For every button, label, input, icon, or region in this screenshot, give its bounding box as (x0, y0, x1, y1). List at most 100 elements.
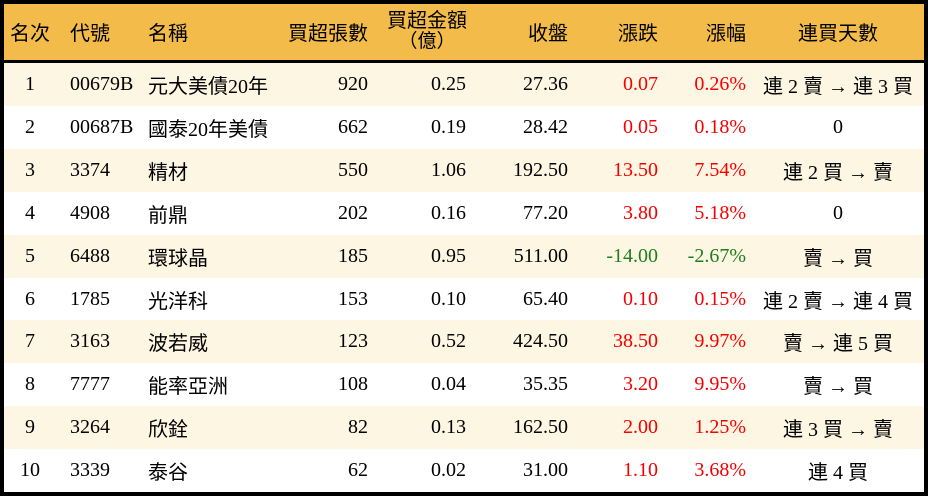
cell-change-pct: 9.97% (694, 330, 746, 353)
col-header-streak: 連買天數 (752, 4, 924, 63)
cell-amount: 0.95 (431, 244, 466, 267)
cell-amount: 1.06 (431, 158, 466, 181)
cell-close: 65.40 (523, 287, 568, 310)
cell-streak: 賣 → 連 5 買 (783, 333, 893, 356)
cell-code: 1785 (70, 287, 110, 310)
cell-change-pct: 0.26% (694, 72, 746, 95)
table-row: 4 4908 前鼎 202 0.16 77.20 3.80 5.18% 0 (4, 191, 924, 235)
cell-change-pct: -2.67% (687, 244, 746, 267)
cell-volume: 82 (348, 416, 368, 439)
table-row: 6 1785 光洋科 153 0.10 65.40 0.10 0.15% 連 2… (4, 277, 924, 321)
cell-code: 7777 (70, 373, 110, 396)
col-header-rank: 名次 (4, 4, 56, 63)
cell-rank: 1 (25, 72, 35, 95)
cell-rank: 10 (20, 459, 40, 482)
cell-code: 3339 (70, 459, 110, 482)
cell-close: 192.50 (513, 158, 568, 181)
cell-volume: 62 (348, 459, 368, 482)
cell-change: 0.07 (623, 72, 658, 95)
cell-close: 31.00 (523, 459, 568, 482)
cell-volume: 108 (338, 373, 368, 396)
table-body: 1 00679B 元大美債20年 920 0.25 27.36 0.07 0.2… (4, 61, 924, 492)
col-header-amount: 買超金額 （億） (378, 4, 476, 63)
cell-name: 國泰20年美債 (148, 119, 268, 142)
cell-streak: 連 2 買 → 賣 (783, 161, 893, 184)
cell-code: 6488 (70, 244, 110, 267)
cell-change-pct: 9.95% (694, 373, 746, 396)
col-header-close: 收盤 (476, 4, 574, 63)
cell-change: 3.20 (623, 373, 658, 396)
col-header-amount-line2: （億） (398, 31, 456, 53)
cell-change-pct: 1.25% (694, 416, 746, 439)
cell-change: -14.00 (606, 244, 658, 267)
table-row: 10 3339 泰谷 62 0.02 31.00 1.10 3.68% 連 4 … (4, 449, 924, 492)
cell-change: 0.10 (623, 287, 658, 310)
cell-rank: 9 (25, 416, 35, 439)
cell-name: 元大美債20年 (148, 75, 268, 98)
cell-streak: 連 2 賣 → 連 3 買 (763, 75, 913, 98)
col-header-change-pct: 漲幅 (664, 4, 752, 63)
cell-rank: 7 (25, 330, 35, 353)
cell-name: 波若威 (148, 333, 208, 356)
data-table: 名次 代號 名稱 買超張數 買超金額 （億） 收盤 漲跌 漲幅 連買天數 1 0… (4, 4, 924, 492)
cell-name: 環球晶 (148, 247, 208, 270)
cell-code: 00687B (70, 116, 134, 139)
cell-change: 3.80 (623, 201, 658, 224)
cell-volume: 202 (338, 201, 368, 224)
cell-name: 精材 (148, 161, 188, 184)
cell-name: 前鼎 (148, 204, 188, 227)
cell-close: 35.35 (523, 373, 568, 396)
cell-volume: 550 (338, 158, 368, 181)
cell-change-pct: 0.18% (694, 116, 746, 139)
cell-amount: 0.16 (431, 201, 466, 224)
cell-code: 3374 (70, 158, 110, 181)
cell-name: 能率亞洲 (148, 376, 228, 399)
table-row: 7 3163 波若威 123 0.52 424.50 38.50 9.97% 賣… (4, 320, 924, 364)
cell-change: 0.05 (623, 116, 658, 139)
cell-name: 欣銓 (148, 419, 188, 442)
cell-close: 511.00 (513, 244, 568, 267)
cell-amount: 0.25 (431, 72, 466, 95)
cell-streak: 0 (833, 116, 843, 139)
col-header-code: 代號 (56, 4, 142, 63)
cell-close: 77.20 (523, 201, 568, 224)
cell-rank: 2 (25, 116, 35, 139)
cell-rank: 4 (25, 201, 35, 224)
cell-volume: 662 (338, 116, 368, 139)
cell-close: 162.50 (513, 416, 568, 439)
cell-code: 4908 (70, 201, 110, 224)
cell-streak: 賣 → 買 (803, 247, 873, 270)
cell-rank: 6 (25, 287, 35, 310)
cell-change: 38.50 (613, 330, 658, 353)
cell-close: 424.50 (513, 330, 568, 353)
cell-amount: 0.13 (431, 416, 466, 439)
cell-streak: 連 3 買 → 賣 (783, 419, 893, 442)
cell-amount: 0.02 (431, 459, 466, 482)
cell-change: 13.50 (613, 158, 658, 181)
cell-code: 3163 (70, 330, 110, 353)
cell-change-pct: 5.18% (694, 201, 746, 224)
cell-change-pct: 7.54% (694, 158, 746, 181)
cell-streak: 0 (833, 201, 843, 224)
cell-streak: 賣 → 買 (803, 376, 873, 399)
table-header: 名次 代號 名稱 買超張數 買超金額 （億） 收盤 漲跌 漲幅 連買天數 (4, 4, 924, 63)
cell-code: 00679B (70, 72, 134, 95)
cell-close: 28.42 (523, 116, 568, 139)
cell-amount: 0.10 (431, 287, 466, 310)
table-row: 8 7777 能率亞洲 108 0.04 35.35 3.20 9.95% 賣 … (4, 363, 924, 407)
header-row: 名次 代號 名稱 買超張數 買超金額 （億） 收盤 漲跌 漲幅 連買天數 (4, 4, 924, 63)
cell-volume: 185 (338, 244, 368, 267)
cell-amount: 0.52 (431, 330, 466, 353)
cell-name: 光洋科 (148, 290, 208, 313)
cell-rank: 3 (25, 158, 35, 181)
table-row: 2 00687B 國泰20年美債 662 0.19 28.42 0.05 0.1… (4, 106, 924, 149)
col-header-volume: 買超張數 (288, 4, 378, 63)
cell-code: 3264 (70, 416, 110, 439)
table-row: 3 3374 精材 550 1.06 192.50 13.50 7.54% 連 … (4, 148, 924, 192)
cell-volume: 920 (338, 72, 368, 95)
table-row: 9 3264 欣銓 82 0.13 162.50 2.00 1.25% 連 3 … (4, 406, 924, 450)
cell-change-pct: 0.15% (694, 287, 746, 310)
cell-rank: 8 (25, 373, 35, 396)
col-header-name: 名稱 (142, 4, 288, 63)
